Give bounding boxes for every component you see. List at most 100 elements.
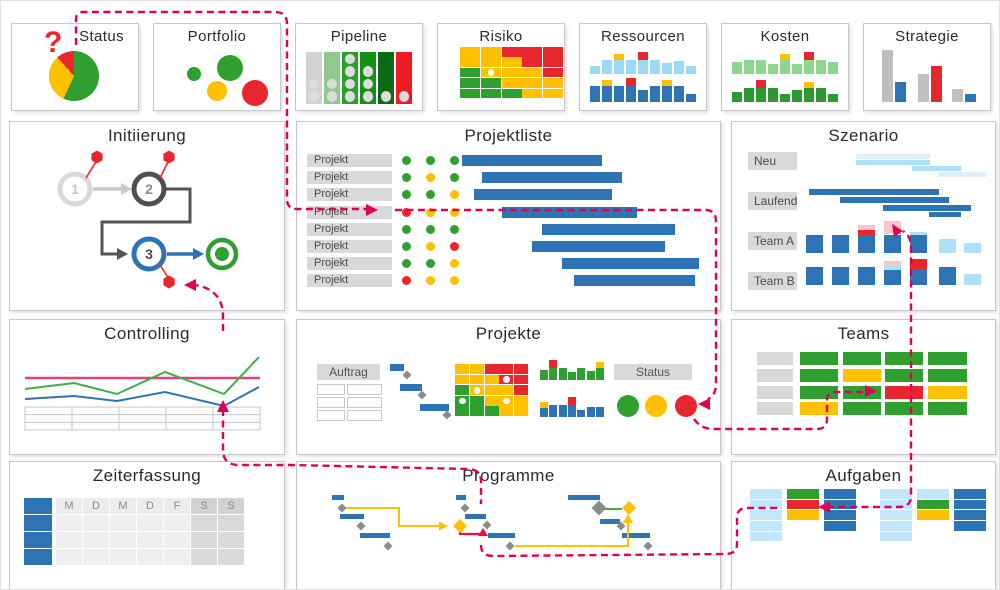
project-row-label: Projekt (307, 274, 392, 288)
resource-actual-cap-yellow (662, 80, 672, 86)
team-capacity-cell (885, 352, 923, 365)
milestone-diamond-icon (460, 503, 470, 513)
teams-grid-body (732, 320, 995, 454)
resource-actual-bar (650, 86, 660, 102)
project-status-dot (450, 156, 459, 165)
risk-cell (460, 88, 480, 99)
resource-actual-cap-yellow (602, 80, 612, 86)
project-resource-chart-bar (595, 368, 604, 380)
risk-cell (469, 364, 484, 374)
projects-body: Auftrag Status (297, 320, 720, 454)
time-entry-cell (56, 532, 82, 548)
risk-cell (480, 78, 501, 88)
status-traffic-light-yellow (645, 395, 667, 417)
strategy-bar (931, 66, 942, 102)
panel-title: Kosten (760, 28, 810, 45)
milestone-diamond-icon (643, 541, 653, 551)
risk-marker-dot (459, 397, 466, 405)
project-status-dot (402, 156, 411, 165)
resource-actual-bar (638, 90, 648, 102)
time-entry-cell (83, 532, 109, 548)
pipeline-item-dot (362, 66, 374, 77)
scenario-team-b-block (910, 259, 927, 269)
team-capacity-cell (800, 368, 838, 382)
cost-plan-bar (768, 64, 778, 74)
time-entry-cell (191, 549, 217, 565)
panel-title: Risiko (479, 28, 523, 45)
risk-cell (480, 57, 501, 67)
arrowhead-icon (623, 514, 633, 523)
time-entry-cell (56, 515, 82, 531)
arrowhead-icon (478, 528, 488, 536)
scenario-row-label: Neu (748, 152, 797, 170)
risk-cell (522, 47, 543, 57)
dependency-connector-red (458, 530, 481, 536)
scenario-team-b-block (832, 267, 849, 285)
panel-projektliste: Projektliste Projekt Projekt Projekt Projek… (296, 121, 721, 311)
controlling-chart-body (10, 320, 284, 454)
cost-plan-bar (780, 60, 790, 74)
project-status-dot (402, 190, 411, 200)
cost-actual-bar (780, 94, 790, 102)
project-row-label: Projekt (307, 188, 392, 202)
cost-plan-bar (744, 60, 754, 74)
project-resource-chart-bar (549, 368, 558, 380)
project-cost-chart-bar (595, 407, 604, 417)
alert-hexagon-icon (163, 275, 175, 289)
task-cell (880, 499, 912, 510)
cost-plan-bar (804, 60, 814, 74)
controlling-table (24, 406, 261, 431)
alert-question-mark: ? (44, 26, 63, 59)
scenario-running-bar (929, 212, 961, 217)
project-row-label: Projekt (307, 205, 392, 219)
resource-actual-bar (674, 86, 684, 102)
scenario-team-a-block (832, 235, 849, 253)
risk-cell (543, 67, 564, 78)
task-cell (750, 489, 782, 499)
scenario-row-label: Laufend (748, 192, 797, 210)
portfolio-body (154, 24, 280, 110)
resource-actual-bar (626, 86, 636, 102)
risk-cell (455, 406, 469, 417)
project-status-dot (450, 242, 459, 251)
portfolio-bubble (242, 80, 268, 106)
scenario-team-a-block (910, 235, 927, 253)
risk-cell (460, 67, 480, 78)
portfolio-bubble (217, 55, 243, 81)
project-gantt-bar (420, 404, 449, 411)
milestone-diamond-icon (417, 390, 427, 400)
order-table-cell (317, 397, 345, 408)
panel-title: Szenario (828, 126, 899, 145)
scenario-row-label: Team A (748, 232, 797, 250)
project-status-dot (402, 173, 411, 183)
risk-cell (469, 406, 484, 417)
actual-series-line (24, 386, 260, 408)
risk-marker-dot (473, 387, 481, 394)
team-capacity-cell (800, 385, 838, 399)
team-capacity-cell (800, 352, 838, 365)
panel-strategie: Strategie (863, 23, 991, 111)
panel-title: Strategie (895, 28, 959, 45)
pipeline-item-dot (308, 91, 320, 102)
risk-cell (455, 364, 469, 374)
scenario-team-a-block (884, 235, 901, 253)
scenario-team-a-block (964, 243, 981, 253)
project-row-label: Projekt (307, 257, 392, 271)
time-entry-cell (137, 549, 163, 565)
project-cost-chart-bar (567, 405, 576, 417)
project-row-label: Projekt (307, 171, 392, 185)
initiation-workflow: 1 2 3 (57, 150, 239, 289)
time-entry-cell (83, 549, 109, 565)
risk-cell (543, 78, 564, 88)
workflow-step-circle (131, 236, 167, 272)
milestone-diamond-icon (356, 521, 366, 531)
panel-risiko: Risiko (437, 23, 565, 111)
order-table-cell (317, 384, 345, 395)
risk-cell (501, 78, 522, 88)
task-cell (954, 499, 986, 510)
risk-cell (484, 395, 499, 406)
time-project-cell (24, 515, 52, 531)
cost-plan-bar (792, 64, 802, 74)
project-cost-chart-bar (558, 405, 567, 417)
panel-title: Ressourcen (600, 28, 686, 45)
